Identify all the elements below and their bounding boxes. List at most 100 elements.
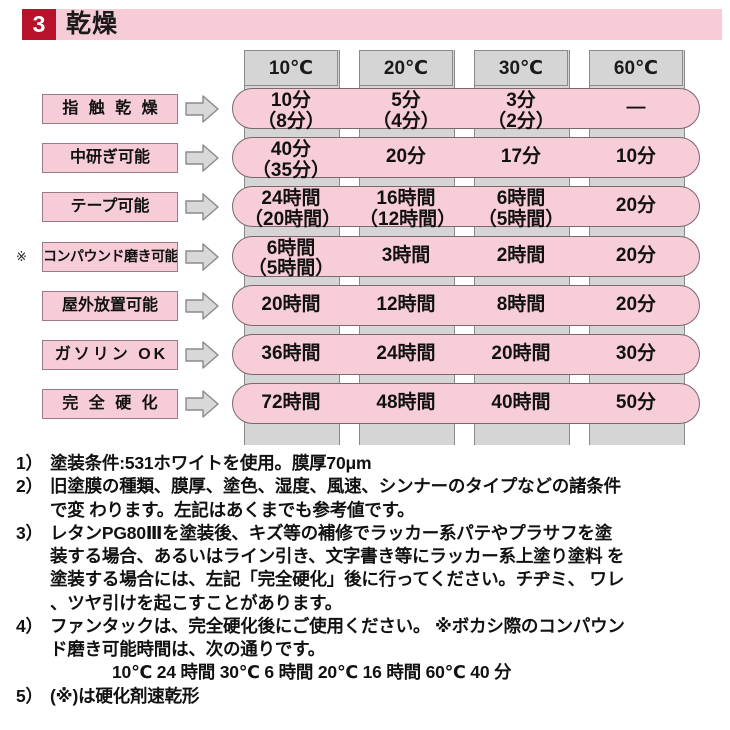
- cell-value: 10分: [270, 90, 312, 111]
- footnote-item: 2） 旧塗膜の種類、膜厚、塗色、湿度、風速、シンナーのタイプなどの諸条件 で変 わり…: [16, 475, 722, 522]
- cell-value: 6時間: [496, 188, 546, 210]
- table-cell: 17分: [474, 146, 568, 168]
- column-header-30c: 30℃: [474, 50, 568, 86]
- cell-value: 20分: [615, 244, 657, 266]
- table-cell: 20時間: [244, 293, 338, 316]
- footnote-line: レタンPG80Ⅲを塗装後、キズ等の補修でラッカー系パテやプラサフを塗: [50, 522, 612, 543]
- cell-value: 30分: [615, 343, 657, 364]
- cell-value: 17分: [500, 146, 542, 168]
- page-title: 乾燥: [66, 10, 119, 38]
- cell-value: 48時間: [376, 392, 436, 414]
- footnote-temperature-line: 10℃ 24 時間 30℃ 6 時間 20℃ 16 時間 60℃ 40 分: [112, 662, 512, 683]
- table-cell: 36時間: [244, 343, 338, 365]
- cell-value: 3時間: [381, 244, 431, 266]
- table-cell: 3分 （2分）: [474, 90, 568, 132]
- footnote-number: 1）: [16, 453, 43, 473]
- column-header-20c: 20℃: [359, 50, 453, 86]
- row-label-4: 屋外放置可能: [42, 290, 178, 321]
- table-cell: 72時間: [244, 392, 338, 414]
- footnote-line: 、ツヤ引けを起こすことがあります。: [50, 592, 342, 613]
- row-label-5: ガソリン OK: [42, 340, 178, 370]
- footnote-line: ファンタックは、完全硬化後にご使用ください。 ※ボカシ際のコンパウン: [50, 615, 625, 636]
- table-cell: ―: [589, 97, 683, 119]
- table-row: [232, 137, 700, 179]
- cell-value: 10分: [615, 146, 657, 168]
- table-cell: 5分 （4分）: [359, 90, 453, 132]
- table-cell: 10分: [589, 146, 683, 168]
- cell-value: 20時間: [261, 293, 321, 315]
- cell-value: 3分: [506, 90, 536, 111]
- cell-value: 20分: [615, 195, 657, 217]
- footnote-line: 旧塗膜の種類、膜厚、塗色、湿度、風速、シンナーのタイプなどの諸条件: [50, 476, 621, 497]
- row-label-0: 指 触 乾 燥: [42, 94, 178, 124]
- table-row: [232, 284, 700, 326]
- footnote-line: 装する場合、あるいはライン引き、文字書き等にラッカー系上塗り塗料 を: [50, 546, 625, 567]
- table-cell: 48時間: [359, 392, 453, 414]
- footnote-number: 5）: [16, 685, 43, 706]
- table-cell: 2時間: [474, 244, 568, 267]
- table-cell: 12時間: [359, 293, 453, 316]
- table-cell: 30分: [589, 343, 683, 365]
- cell-subvalue: （4分）: [372, 110, 440, 132]
- table-row: [232, 186, 700, 228]
- table-cell: 6時間 （5時間）: [244, 237, 338, 280]
- row-label-6: 完 全 硬 化: [42, 389, 178, 420]
- row-arrow-icon: [185, 292, 219, 320]
- table-cell: 8時間: [474, 293, 568, 316]
- table-cell: 20分: [589, 244, 683, 267]
- row-label-1: 中研ぎ可能: [42, 143, 178, 174]
- table-row: [232, 88, 700, 129]
- footnote-number: 4）: [16, 615, 43, 636]
- column-header-10c: 10℃: [244, 50, 338, 86]
- table-row: [232, 383, 700, 425]
- row-arrow-icon: [185, 390, 219, 418]
- cell-subvalue: （8分）: [257, 110, 325, 132]
- cell-value: 2時間: [496, 244, 546, 266]
- section-header-banner: [22, 9, 722, 40]
- row-label-3: コンパウンド磨き可能: [42, 241, 178, 272]
- table-cell: 40時間: [474, 392, 568, 414]
- footnote-item: 4） ファンタックは、完全硬化後にご使用ください。 ※ボカシ際のコンパウン ド磨き可…: [16, 615, 722, 685]
- table-cell: 24時間 （20時間）: [244, 189, 341, 230]
- row-arrow-icon: [185, 95, 219, 123]
- table-cell: 20分: [589, 196, 683, 217]
- footnote-number: 3）: [16, 522, 43, 543]
- section-number-badge: 3: [22, 9, 56, 40]
- cell-subvalue: （2分）: [487, 110, 555, 132]
- row-arrow-icon: [185, 144, 219, 172]
- footnote-line: (※)は硬化剤速乾形: [50, 685, 200, 706]
- table-cell: 50分: [589, 392, 683, 414]
- footnotes-list: 1） 塗装条件:531ホワイトを使用。膜厚70μm 2） 旧塗膜の種類、膜厚、塗色、湿…: [16, 452, 722, 708]
- row-arrow-icon: [185, 242, 219, 271]
- footnote-marker-icon: ※: [16, 248, 27, 264]
- footnote-line: 塗装する場合には、左記「完全硬化」後に行ってください。チヂミ、 ワレ: [50, 569, 625, 590]
- table-cell: 6時間 （5時間）: [474, 189, 568, 230]
- cell-value: 6時間: [266, 237, 316, 259]
- table-cell: 16時間 （12時間）: [359, 188, 456, 230]
- cell-value: ―: [626, 97, 646, 118]
- table-row: [232, 334, 700, 375]
- row-arrow-icon: [185, 341, 219, 369]
- cell-subvalue: （35分）: [251, 159, 331, 181]
- table-cell: 40分 （35分）: [244, 139, 338, 181]
- table-cell: 20時間: [474, 343, 568, 365]
- cell-value: 40分: [270, 139, 312, 161]
- table-cell: 20分: [359, 146, 453, 168]
- cell-subvalue: （5時間）: [477, 208, 565, 230]
- cell-value: 24時間: [376, 343, 436, 364]
- table-cell: 24時間: [359, 343, 453, 365]
- footnote-line: 塗装条件:531ホワイトを使用。膜厚70μm: [50, 453, 372, 473]
- cell-value: 50分: [615, 392, 657, 414]
- footnote-number: 2）: [16, 476, 43, 497]
- cell-value: 12時間: [376, 293, 436, 315]
- footnote-line: で変 わります。左記はあくまでも参考値です。: [50, 499, 415, 520]
- row-arrow-icon: [185, 193, 219, 222]
- footnote-item: 3） レタンPG80Ⅲを塗装後、キズ等の補修でラッカー系パテやプラサフを塗 装する場…: [16, 522, 722, 615]
- table-cell: 10分 （8分）: [244, 90, 338, 132]
- cell-value: 8時間: [496, 293, 546, 315]
- column-header-60c: 60℃: [589, 50, 683, 86]
- row-label-2: テープ可能: [42, 192, 178, 223]
- cell-value: 36時間: [261, 343, 321, 364]
- cell-value: 16時間: [376, 188, 436, 210]
